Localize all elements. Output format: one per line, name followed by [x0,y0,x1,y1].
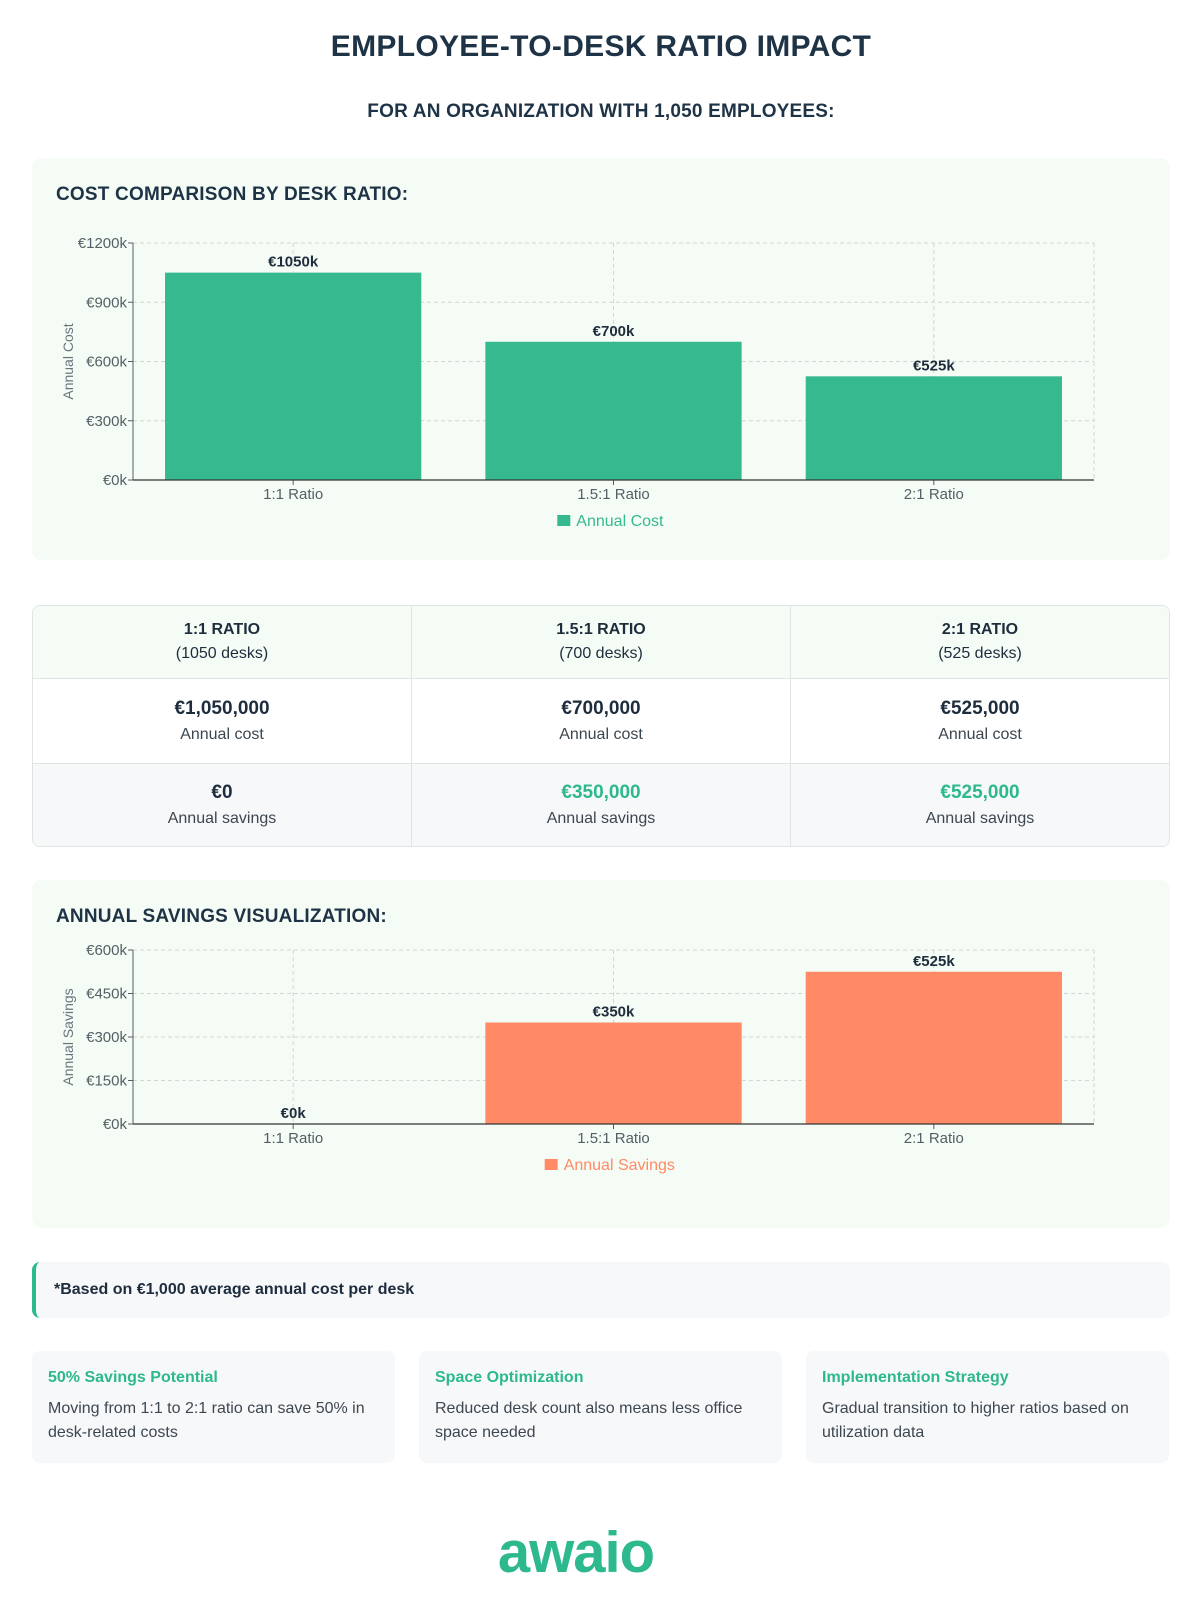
cost-cell: €700,000 Annual cost [412,679,791,763]
desk-count: (1050 desks) [175,645,269,662]
savings-label: Annual savings [925,810,1035,827]
ratio-label: 1:1 RATIO [183,621,261,638]
savings-chart: €0k €150k €300k €450k €600k €0k 1:1 Ratio €350k… [60,942,1095,1174]
y-tick-label: €900k [86,294,127,311]
savings-value: €0 [211,782,233,803]
bar [805,971,1062,1124]
x-tick-label: 1:1 Ratio [263,1130,323,1147]
cost-label: Annual cost [559,726,643,743]
savings-value: €525,000 [940,782,1020,803]
ratio-comparison-table: 1:1 RATIO (1050 desks) 1.5:1 RATIO (700 … [32,605,1170,847]
y-tick-label: €1200k [78,235,128,252]
x-tick-label: 2:1 Ratio [904,1130,964,1147]
bar-value-label: €350k [593,1004,635,1021]
insight-card: Implementation Strategy Gradual transiti… [806,1351,1169,1463]
bar-value-label: €700k [593,323,635,340]
cost-value: €1,050,000 [174,698,270,719]
desk-count: (700 desks) [559,645,643,662]
cost-value: €700,000 [561,698,641,719]
y-tick-label: €600k [86,942,127,959]
bar [485,1022,742,1124]
legend-label: Annual Cost [576,513,664,530]
savings-cell: €525,000 Annual savings [791,764,1169,846]
table-cost-row: €1,050,000 Annual cost €700,000 Annual c… [33,679,1169,764]
cost-value: €525,000 [940,698,1020,719]
cost-basis-note: *Based on €1,000 average annual cost per… [32,1262,1170,1318]
card-body: Gradual transition to higher ratios base… [822,1400,1129,1441]
y-tick-label: €600k [86,354,127,371]
card-title: Implementation Strategy [822,1369,1009,1386]
y-axis-title: Annual Savings [60,988,76,1085]
cost-chart-title: COST COMPARISON BY DESK RATIO: [56,184,409,205]
table-header-row: 1:1 RATIO (1050 desks) 1.5:1 RATIO (700 … [33,606,1169,679]
savings-label: Annual savings [546,810,656,827]
card-title: 50% Savings Potential [48,1369,218,1386]
table-header-cell: 1.5:1 RATIO (700 desks) [412,606,791,678]
page-subtitle: FOR AN ORGANIZATION WITH 1,050 EMPLOYEES… [367,101,835,122]
x-tick-label: 1:1 Ratio [263,486,323,503]
cost-label: Annual cost [938,726,1022,743]
page-title: EMPLOYEE-TO-DESK RATIO IMPACT [330,30,872,63]
table-header-cell: 1:1 RATIO (1050 desks) [33,606,412,678]
bar [485,341,742,480]
y-tick-label: €0k [103,1116,128,1133]
awaio-logo: awaio [498,1530,655,1580]
legend-swatch [544,1159,558,1170]
cost-chart-panel: COST COMPARISON BY DESK RATIO: €0k €300k €… [32,158,1170,560]
x-tick-label: 1.5:1 Ratio [577,1130,650,1147]
bar [805,376,1062,480]
insight-card: Space Optimization Reduced desk count al… [419,1351,782,1463]
cost-cell: €1,050,000 Annual cost [33,679,412,763]
card-body: Reduced desk count also means less offic… [435,1400,743,1441]
y-tick-label: €450k [86,986,127,1003]
bar-value-label: €525k [913,357,955,374]
savings-cell: €350,000 Annual savings [412,764,791,846]
legend-label: Annual Savings [564,1157,675,1174]
table-savings-row: €0 Annual savings €350,000 Annual saving… [33,764,1169,846]
x-tick-label: 1.5:1 Ratio [577,486,650,503]
savings-label: Annual savings [167,810,277,827]
table-header-cell: 2:1 RATIO (525 desks) [791,606,1169,678]
y-tick-label: €0k [103,472,128,489]
bar-value-label: €0k [281,1105,307,1122]
y-tick-label: €150k [86,1073,127,1090]
savings-cell: €0 Annual savings [33,764,412,846]
legend-swatch [557,515,571,526]
savings-chart-title: ANNUAL SAVINGS VISUALIZATION: [56,906,387,927]
card-body: Moving from 1:1 to 2:1 ratio can save 50… [48,1400,365,1441]
insight-card: 50% Savings Potential Moving from 1:1 to… [32,1351,395,1463]
savings-chart-panel: ANNUAL SAVINGS VISUALIZATION: €0k €150k €3… [32,880,1170,1228]
bar-value-label: €525k [913,953,955,970]
bar-value-label: €1050k [268,254,319,271]
bar [165,272,422,480]
desk-count: (525 desks) [938,645,1022,662]
cost-chart: €0k €300k €600k €900k €1200k €1050k 1:1 Ratio €… [60,235,1095,530]
cost-label: Annual cost [180,726,264,743]
logo-text: awaio [498,1530,654,1580]
y-tick-label: €300k [86,413,127,430]
ratio-label: 2:1 RATIO [941,621,1019,638]
y-axis-title: Annual Cost [60,323,76,399]
cost-cell: €525,000 Annual cost [791,679,1169,763]
card-title: Space Optimization [435,1369,584,1386]
savings-value: €350,000 [561,782,641,803]
ratio-label: 1.5:1 RATIO [556,621,646,638]
y-tick-label: €300k [86,1029,127,1046]
x-tick-label: 2:1 Ratio [904,486,964,503]
